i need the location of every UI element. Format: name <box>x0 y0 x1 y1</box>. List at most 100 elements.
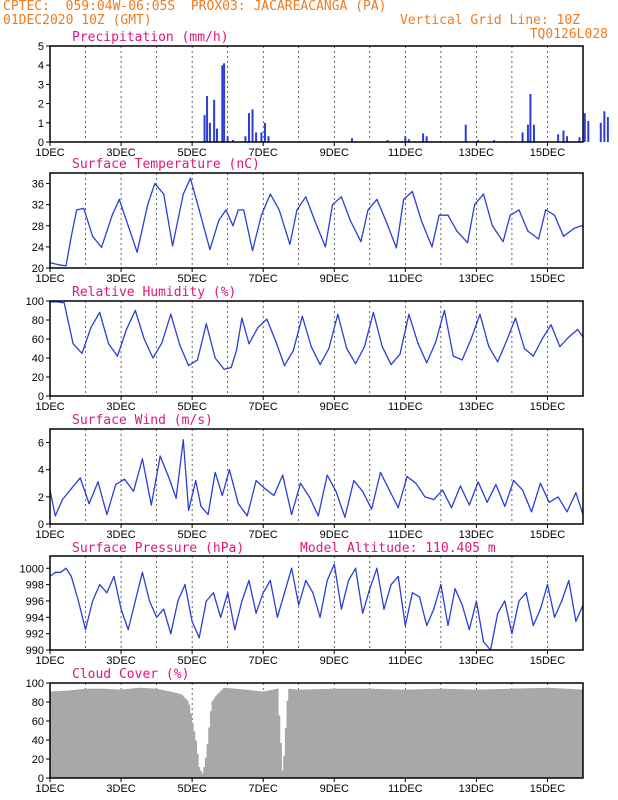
cloud-bar <box>556 688 559 778</box>
data-point <box>553 616 556 618</box>
data-point <box>314 219 316 222</box>
cloud-bar <box>496 689 499 778</box>
cloud-bar <box>269 690 272 778</box>
data-point <box>241 600 243 602</box>
cloud-bar <box>113 689 116 778</box>
data-point <box>118 198 120 200</box>
data-point <box>148 600 151 602</box>
data-point <box>461 604 463 606</box>
header-line1: CPTEC: 059:04W-06:05S PROX03: JACAREACAN… <box>3 0 387 14</box>
data-point <box>223 368 225 370</box>
data-point <box>291 513 293 516</box>
data-point <box>248 579 250 582</box>
data-point <box>308 496 310 498</box>
cloud-bar <box>391 689 394 778</box>
data-point <box>150 504 152 506</box>
data-point <box>347 579 350 582</box>
data-point <box>228 469 231 471</box>
cloud-bar <box>444 688 447 778</box>
data-point <box>264 488 266 490</box>
precip-bar <box>578 137 581 142</box>
cloud-bar <box>251 690 254 778</box>
data-point <box>354 567 357 569</box>
cloud-bar <box>423 689 426 778</box>
cloud-bar <box>201 773 204 778</box>
cloud-bar <box>174 692 177 778</box>
data-point <box>262 592 264 594</box>
cloud-bar <box>313 689 316 778</box>
cloud-bar <box>553 688 556 778</box>
cloud-bar <box>441 688 444 778</box>
data-point <box>411 592 414 594</box>
cloud-bar <box>371 688 374 778</box>
data-point <box>198 209 200 211</box>
data-point <box>568 579 570 582</box>
cloud-bar <box>153 688 156 778</box>
cloud-bar <box>568 688 571 778</box>
cloud-bar <box>186 700 189 778</box>
data-point <box>230 366 232 369</box>
data-point <box>255 479 257 482</box>
data-point <box>525 592 527 594</box>
cloud-bar <box>271 689 274 778</box>
x-tick-label: 5DEC <box>177 655 206 667</box>
cloud-bar <box>136 687 139 778</box>
panel-frame <box>49 45 584 143</box>
data-point <box>273 494 275 497</box>
data-point <box>219 616 222 618</box>
cloud-bar <box>334 688 337 778</box>
data-point <box>479 313 481 315</box>
data-point <box>92 235 94 237</box>
cloud-bar <box>321 689 324 778</box>
cloud-bar <box>246 689 249 778</box>
cloud-bar <box>116 689 119 778</box>
data-point <box>90 327 92 329</box>
x-tick-label: 15DEC <box>530 401 566 413</box>
cloud-bar <box>394 689 397 778</box>
data-point <box>349 219 351 222</box>
data-point <box>147 204 149 206</box>
data-point <box>72 343 74 345</box>
cloud-bar <box>98 688 101 778</box>
precip-bar <box>244 136 247 142</box>
data-point <box>385 219 387 222</box>
panel-title: Surface Temperature (nC) <box>72 157 260 172</box>
cloud-bar <box>123 689 126 778</box>
cloud-bar <box>51 691 54 778</box>
panel-subtitle: Model Altitude: 110.405 m <box>300 541 496 556</box>
cloud-bar <box>518 688 521 778</box>
data-point <box>195 479 197 482</box>
precip-bar <box>477 140 480 142</box>
cloud-bar <box>139 687 143 778</box>
data-point <box>301 315 303 317</box>
data-point <box>65 567 67 569</box>
cloud-bar <box>234 688 237 778</box>
precip-bar <box>422 133 425 142</box>
x-tick-label: 1DEC <box>35 783 64 795</box>
data-point <box>292 349 295 351</box>
cloud-bar <box>61 690 64 778</box>
cloud-bar <box>261 691 264 778</box>
data-point <box>550 324 552 326</box>
data-point <box>182 439 184 441</box>
cloud-bar <box>416 689 419 778</box>
cloud-bar <box>108 689 111 778</box>
data-point <box>530 511 533 513</box>
data-point <box>141 571 143 573</box>
cloud-bar <box>283 755 286 778</box>
data-point <box>456 230 458 232</box>
cloud-bar <box>318 689 321 778</box>
cloud-bar <box>396 689 399 778</box>
data-point <box>278 209 280 211</box>
data-point <box>113 575 115 578</box>
data-point <box>541 338 543 340</box>
cloud-bar <box>173 692 176 778</box>
data-point <box>170 313 172 315</box>
cloud-bar <box>353 688 356 778</box>
cloud-bar <box>351 688 354 778</box>
x-tick-label: 3DEC <box>106 147 135 159</box>
data-point <box>390 584 392 586</box>
cloud-bar <box>178 693 181 778</box>
series-line <box>49 177 584 267</box>
cloud-bar <box>176 693 179 778</box>
